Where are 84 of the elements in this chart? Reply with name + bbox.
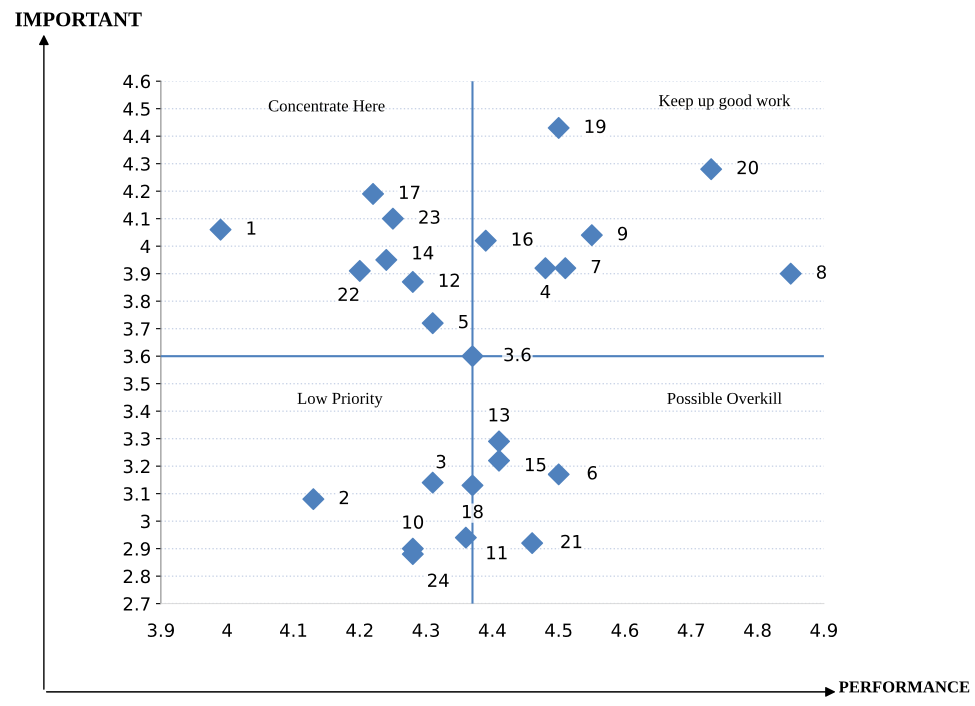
- y-tick-label: 3.3: [124, 432, 150, 446]
- point: [210, 218, 232, 241]
- annotation: 17: [400, 186, 420, 199]
- x-tick-label: 4.8: [744, 623, 771, 638]
- point: [548, 463, 570, 486]
- y-tick-label: 3.2: [124, 460, 150, 474]
- x-tick-label: 4.2: [346, 623, 372, 637]
- annotation: 6: [588, 466, 597, 480]
- x-tick-label: 4.5: [545, 624, 572, 638]
- point: [461, 345, 484, 368]
- y-tick-label: 2.9: [124, 542, 150, 556]
- x-tick-label: 4.6: [612, 623, 638, 638]
- annotation: 21: [561, 534, 582, 548]
- annotation: 15: [526, 458, 546, 472]
- point: [302, 488, 324, 510]
- y-tick-label: 4.3: [123, 157, 150, 171]
- y-tick-label: 3.8: [124, 294, 150, 308]
- annotation: 23: [419, 210, 440, 224]
- y-axis-title: IMPORTANT: [15, 12, 142, 26]
- annotation: 10: [403, 515, 424, 529]
- annotation: Low Priority: [298, 392, 383, 408]
- annotation: 20: [737, 160, 758, 174]
- point: [422, 472, 444, 494]
- y-tick-label: 3.9: [124, 267, 150, 281]
- y-tick-label: 4: [140, 240, 150, 254]
- x-tick-label: 4.1: [280, 624, 306, 637]
- annotation: 1: [248, 221, 256, 235]
- annotation: 9: [618, 226, 628, 240]
- point: [362, 182, 384, 205]
- annotation: 2: [340, 490, 348, 504]
- y-tick-label: 3.4: [124, 404, 150, 418]
- point: [454, 526, 477, 549]
- annotation: Keep up good work: [658, 94, 790, 110]
- point: [488, 450, 510, 472]
- annotation: 3: [436, 454, 446, 468]
- x-axis-title: PERFORMANCE: [838, 681, 970, 693]
- point: [461, 474, 484, 496]
- point: [488, 430, 510, 452]
- annotation: 22: [338, 288, 358, 301]
- y-tick-label: 2.7: [124, 597, 150, 610]
- point: [534, 257, 556, 280]
- point: [780, 262, 802, 285]
- x-tick-label: 4: [222, 624, 232, 637]
- y-tick-label: 2.8: [124, 570, 150, 584]
- y-tick-label: 4.2: [123, 184, 150, 198]
- annotation: 12: [440, 274, 459, 287]
- annotation: 4: [540, 284, 550, 298]
- point: [348, 260, 371, 282]
- annotation: 7: [592, 260, 600, 274]
- point: [521, 532, 544, 554]
- x-tick-label: 4.9: [810, 623, 837, 638]
- annotation: 8: [816, 265, 826, 279]
- point: [402, 270, 424, 293]
- point: [548, 116, 570, 139]
- y-tick-label: 3.6: [124, 350, 150, 364]
- y-tick-label: 3.1: [124, 487, 150, 501]
- annotation: 14: [413, 246, 434, 260]
- annotation: Possible Overkill: [667, 392, 782, 404]
- y-tick-label: 4.6: [123, 74, 150, 88]
- annotation: 3.6: [504, 348, 531, 362]
- annotation: 19: [586, 120, 606, 134]
- y-tick-label: 4.4: [123, 130, 150, 144]
- annotation: 13: [490, 408, 510, 422]
- y-tick-label: 3.7: [124, 322, 150, 336]
- y-tick-label: 3.5: [124, 377, 150, 391]
- annotation: 18: [462, 504, 483, 518]
- point: [422, 312, 444, 334]
- point: [382, 208, 404, 230]
- y-tick-label: 4.5: [123, 102, 150, 116]
- point: [375, 248, 398, 271]
- y-tick-label: 3: [141, 514, 150, 528]
- annotation: 16: [512, 232, 533, 246]
- x-tick-label: 4.4: [478, 624, 506, 637]
- point: [580, 224, 603, 246]
- annotation: 5: [459, 314, 468, 328]
- point: [474, 230, 497, 252]
- point: [700, 158, 722, 180]
- x-tick-label: 4.3: [412, 623, 439, 638]
- annotation: 11: [487, 546, 507, 560]
- annotation: Concentrate Here: [268, 100, 385, 112]
- annotation: 24: [428, 573, 449, 587]
- x-tick-label: 4.7: [678, 624, 704, 637]
- point: [554, 257, 576, 280]
- y-tick-label: 4.1: [123, 212, 150, 226]
